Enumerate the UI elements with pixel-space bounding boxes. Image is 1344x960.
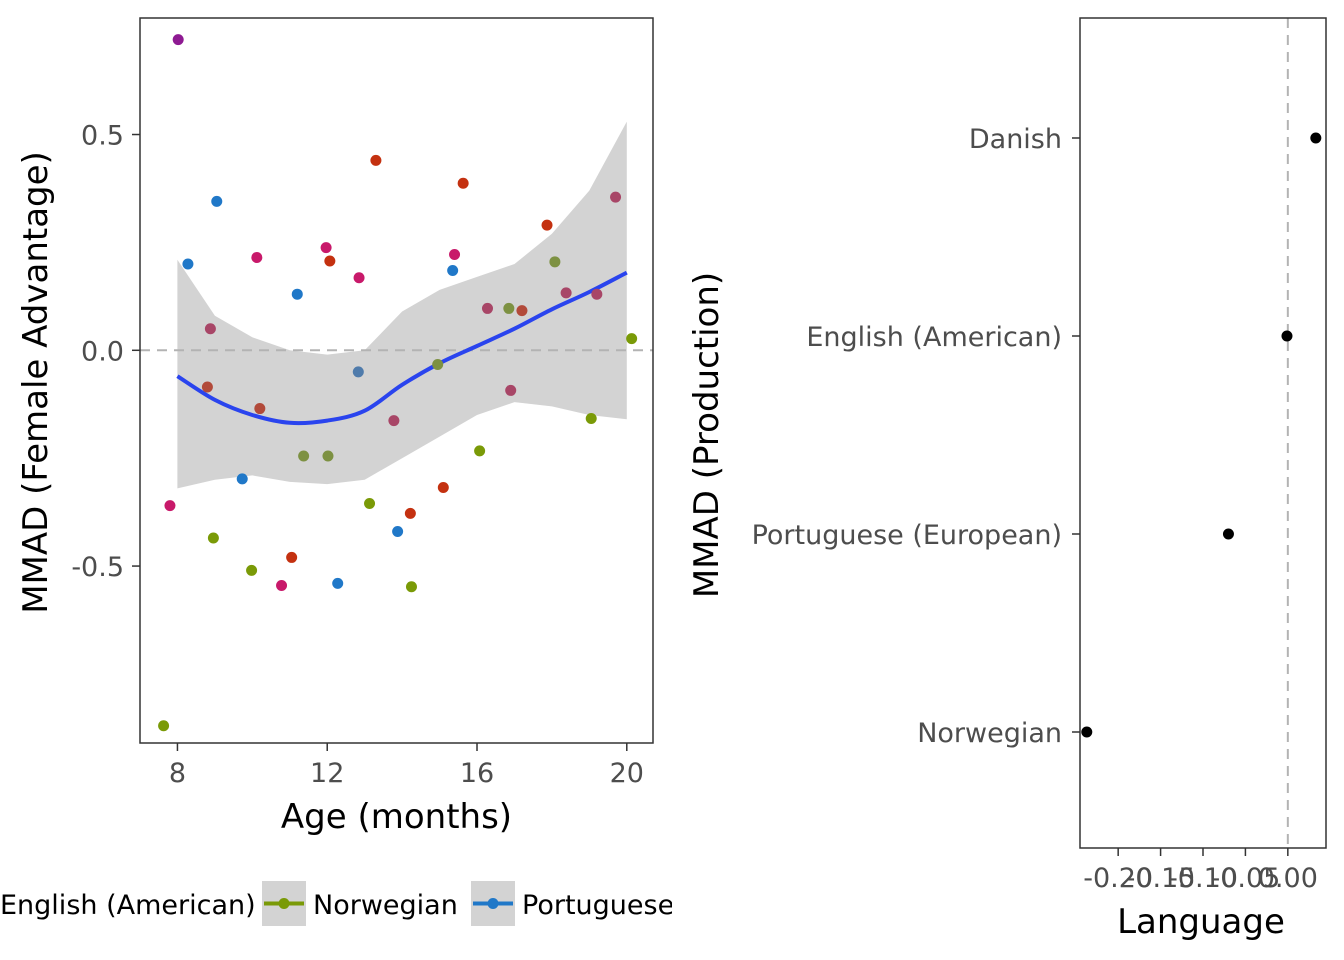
y-tick-label: Norwegian: [917, 718, 1062, 749]
data-point: [164, 500, 176, 512]
data-point: [322, 450, 334, 462]
x-tick-label: 16: [460, 758, 494, 789]
data-point: [481, 302, 493, 314]
x-tick-label: 12: [310, 758, 344, 789]
data-point: [207, 532, 219, 544]
right-panel: -0.20-0.15-0.10-0.050.00 Danish English (…: [687, 17, 1327, 942]
confidence-band: [177, 121, 627, 489]
data-point: [370, 154, 382, 166]
x-tick-label: 0.00: [1258, 863, 1318, 894]
data-point: [1281, 330, 1293, 342]
data-point: [332, 577, 344, 589]
legend-key-point: [278, 898, 290, 909]
data-points-layer: [158, 34, 638, 732]
data-point: [610, 191, 622, 203]
data-point: [211, 195, 223, 207]
x-tick-label: -0.20: [1083, 863, 1153, 894]
data-point: [298, 450, 310, 462]
y-tick-label: Danish: [969, 124, 1062, 155]
data-point: [405, 581, 417, 593]
data-point: [449, 248, 461, 260]
data-point: [246, 564, 258, 576]
y-axis-ticks: Danish English (American) Portuguese (Euro…: [752, 124, 1080, 749]
data-point: [447, 264, 459, 276]
data-point: [503, 302, 515, 314]
data-point: [591, 288, 603, 300]
x-axis-title: Language: [1117, 902, 1285, 942]
data-point: [276, 579, 288, 591]
data-point: [352, 366, 364, 378]
data-point: [404, 507, 416, 519]
data-point: [392, 526, 404, 538]
y-tick-label: -0.5: [71, 552, 124, 583]
x-tick-label: 8: [169, 758, 186, 789]
data-point: [505, 384, 517, 396]
x-tick-label: -0.05: [1210, 863, 1280, 894]
y-tick-label: 0.0: [81, 336, 124, 367]
x-tick-label: -0.10: [1168, 863, 1238, 894]
y-tick-label: Portuguese (European): [752, 520, 1062, 551]
x-axis-ticks: 8 12 16 20: [169, 743, 644, 789]
data-point: [541, 219, 553, 231]
y-axis-title: MMAD (Production): [687, 272, 727, 598]
plot-panel-border: [139, 17, 654, 744]
data-point: [353, 272, 365, 284]
y-tick-label: 0.5: [81, 121, 124, 152]
data-point: [204, 323, 216, 335]
data-point: [254, 403, 266, 415]
data-point: [626, 333, 638, 345]
data-point: [286, 551, 298, 563]
smooth-trend-line: [176, 270, 628, 426]
x-axis-title: Age (months): [281, 797, 512, 837]
data-point: [236, 473, 248, 485]
data-point: [182, 258, 194, 270]
x-axis-ticks: -0.20-0.15-0.10-0.050.00: [1083, 848, 1318, 894]
data-point: [560, 287, 572, 299]
y-axis-title: MMAD (Female Advantage): [16, 151, 56, 614]
y-axis-ticks: 0.5 0.0 -0.5: [71, 121, 140, 583]
plot-panel-border: [1079, 17, 1327, 849]
x-tick-label: 20: [610, 758, 644, 789]
data-point: [516, 305, 528, 317]
data-point: [432, 359, 444, 371]
data-points-layer: [1081, 132, 1322, 738]
data-point: [474, 445, 486, 457]
confidence-band-layer: [177, 121, 627, 489]
legend-label: Portuguese: [522, 890, 674, 921]
smooth-line-layer: [176, 270, 628, 426]
data-point: [1222, 528, 1234, 540]
data-point: [549, 256, 561, 268]
data-point: [1310, 132, 1322, 144]
data-point: [201, 381, 213, 393]
data-point: [172, 34, 184, 46]
data-point: [364, 497, 376, 509]
data-point: [388, 415, 400, 427]
data-point: [324, 255, 336, 267]
data-point: [457, 177, 469, 189]
data-point: [158, 720, 170, 732]
legend-key-point: [487, 898, 499, 909]
y-tick-label: English (American): [806, 322, 1062, 353]
data-point: [1081, 726, 1093, 738]
data-point: [320, 242, 332, 254]
x-tick-label: -0.15: [1126, 863, 1196, 894]
left-panel: 8 12 16 20 0.5 0.0 -0.5 Age (months) MMAD (Fe…: [0, 17, 674, 926]
data-point: [437, 482, 449, 494]
legend-label: English (American): [0, 890, 256, 921]
data-point: [291, 288, 303, 300]
legend-label: Norwegian: [313, 890, 458, 921]
data-point: [585, 412, 597, 424]
legend: English (American) Norwegian Portuguese: [0, 881, 674, 926]
data-point: [251, 252, 263, 264]
